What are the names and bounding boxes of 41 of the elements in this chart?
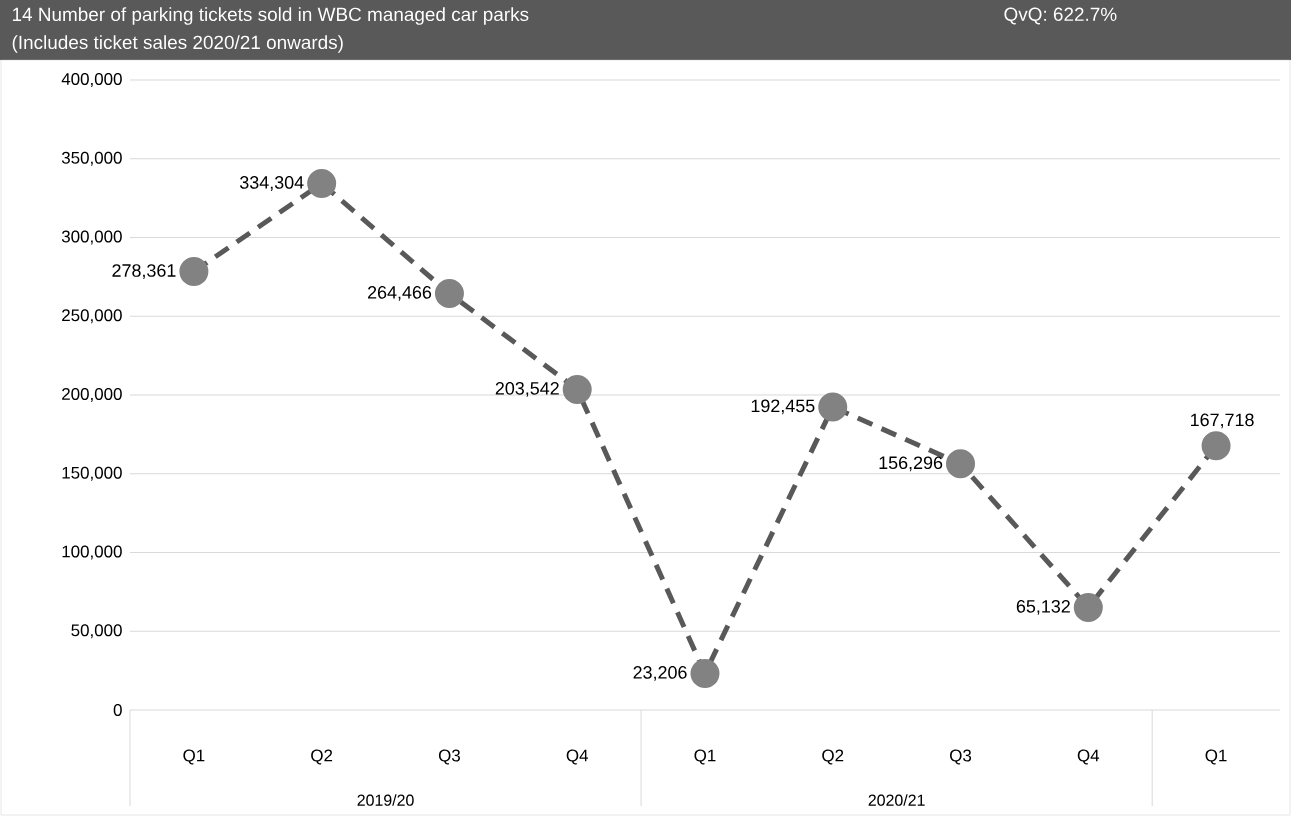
y-tick-label: 350,000 [61,151,122,166]
data-label: 264,466 [367,286,432,301]
x-tick-label: Q2 [822,749,844,765]
point [179,257,209,287]
y-tick-label: 100,000 [62,545,122,560]
y-tick-label: 250,000 [62,309,122,324]
y-tick-label: 200,000 [62,388,122,402]
point [1201,431,1231,461]
text: 2019/20 [357,794,414,806]
x-tick-label: Q1 [694,749,716,765]
chart-subtitle: (Includes ticket sales 2020/21 onwards) [12,35,343,53]
text: QvQ: 622.7% [1004,7,1117,25]
x-tick-label: Q1 [1205,749,1227,765]
data-label: 203,542 [495,382,559,397]
data-label: 192,455 [751,399,815,415]
point [562,374,592,404]
data-label: 65,132 [1016,600,1070,615]
point [690,658,720,688]
data-label: 167,718 [1191,413,1254,429]
point [307,168,337,198]
x-tick-label: Q3 [950,749,972,765]
text: 2020/21 [868,794,925,806]
x-tick-label: Q4 [1077,749,1100,765]
x-tick-label: Q1 [183,749,205,765]
point [946,449,976,479]
y-tick-label: 50,000 [71,624,122,639]
point [1073,592,1103,622]
x-tick-label: Q2 [311,749,333,765]
data-label: 278,361 [112,264,176,279]
data-label: 23,206 [633,666,687,681]
point [434,278,464,308]
data-label: 156,296 [879,456,943,472]
y-tick-label: 0 [113,704,122,716]
x-tick-label: Q4 [566,749,589,765]
data-label: 334,304 [240,176,304,191]
y-tick-label: 150,000 [62,466,122,481]
chart-title: 14 Number of parking tickets sold in WBC managed car parks [12,7,529,25]
y-tick-label: 400,000 [61,72,122,87]
y-tick-label: 300,000 [61,230,122,245]
point [818,392,848,422]
x-tick-label: Q3 [438,749,460,765]
